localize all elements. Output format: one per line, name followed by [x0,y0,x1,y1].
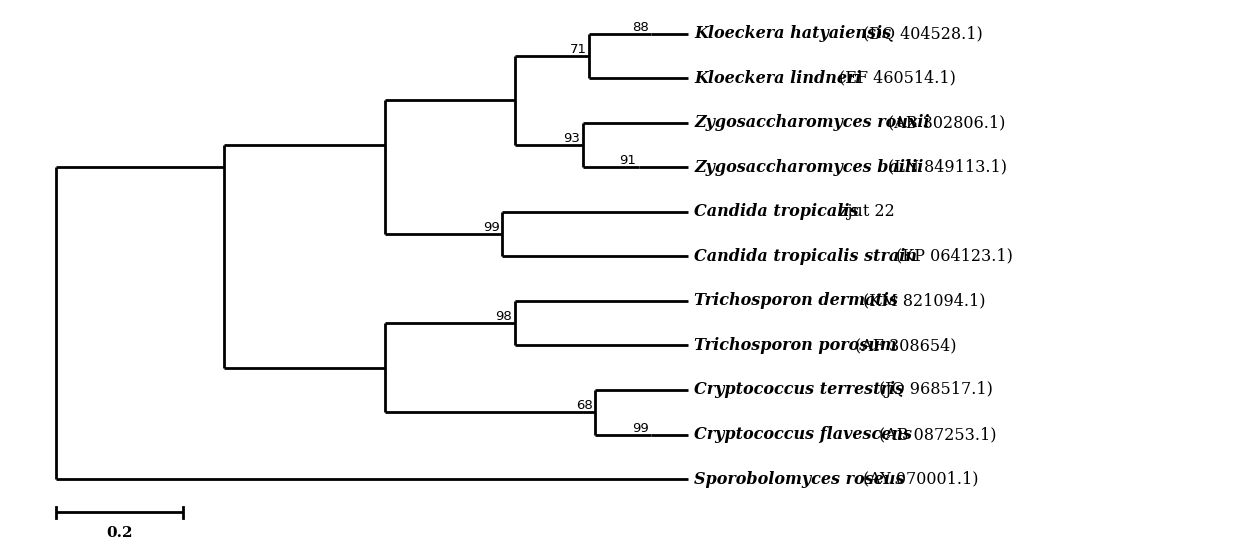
Text: (AF 308654): (AF 308654) [856,337,957,354]
Text: (JQ 968517.1): (JQ 968517.1) [879,382,993,399]
Text: Trichosporon porosum: Trichosporon porosum [694,337,897,354]
Text: 98: 98 [496,310,512,323]
Text: Kloeckera hatyaiensis: Kloeckera hatyaiensis [694,25,892,42]
Text: zjut 22: zjut 22 [839,204,895,221]
Text: Zygosaccharomyces bailii: Zygosaccharomyces bailii [694,159,924,176]
Text: (AY 070001.1): (AY 070001.1) [863,471,978,487]
Text: (AB 087253.1): (AB 087253.1) [879,426,997,443]
Text: (KM 821094.1): (KM 821094.1) [863,293,986,310]
Text: Sporobolomyces roseus: Sporobolomyces roseus [694,471,905,487]
Text: (DQ 404528.1): (DQ 404528.1) [863,25,983,42]
Text: 93: 93 [563,132,580,145]
Text: 99: 99 [631,421,649,434]
Text: Kloeckera lindneri: Kloeckera lindneri [694,70,862,87]
Text: 99: 99 [484,221,500,234]
Text: (AB 302806.1): (AB 302806.1) [888,114,1004,131]
Text: 71: 71 [569,43,587,56]
Text: (EF 460514.1): (EF 460514.1) [839,70,956,87]
Text: (LN 849113.1): (LN 849113.1) [888,159,1007,176]
Text: 91: 91 [619,155,636,167]
Text: (KP 064123.1): (KP 064123.1) [895,248,1012,265]
Text: Candida tropicalis: Candida tropicalis [694,204,859,221]
Text: Zygosaccharomyces rouxii: Zygosaccharomyces rouxii [694,114,930,131]
Text: 68: 68 [577,399,593,412]
Text: Candida tropicalis strain: Candida tropicalis strain [694,248,918,265]
Text: Cryptococcus flavescens: Cryptococcus flavescens [694,426,913,443]
Text: Cryptococcus terrestris: Cryptococcus terrestris [694,382,904,399]
Text: 88: 88 [631,21,649,34]
Text: Trichosporon dermatis: Trichosporon dermatis [694,293,898,310]
Text: 0.2: 0.2 [107,526,133,540]
